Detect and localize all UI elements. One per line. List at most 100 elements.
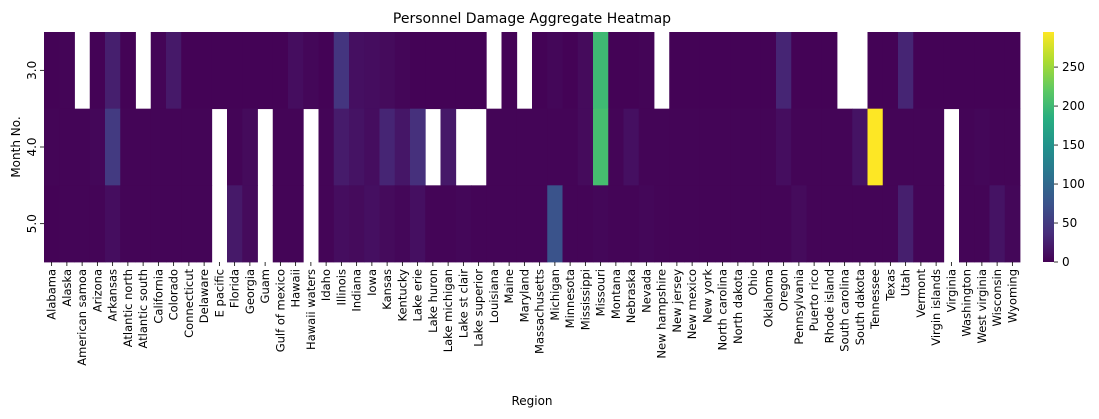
heatmap-cell bbox=[120, 108, 136, 186]
heatmap-cell bbox=[974, 32, 990, 110]
colorbar-tick-label: 50 bbox=[1062, 216, 1077, 230]
heatmap-cell bbox=[943, 32, 960, 110]
heatmap-cell bbox=[501, 32, 518, 110]
x-tick-label: Ohio bbox=[746, 269, 760, 296]
heatmap-cell bbox=[654, 185, 670, 263]
heatmap-cell bbox=[44, 108, 60, 186]
heatmap-cell bbox=[455, 32, 472, 110]
colorbar bbox=[1043, 32, 1054, 262]
heatmap-cell bbox=[135, 108, 152, 186]
heatmap-cell bbox=[379, 108, 396, 186]
heatmap-cell bbox=[394, 108, 411, 186]
heatmap-cell bbox=[394, 32, 411, 110]
heatmap-cell bbox=[242, 32, 258, 110]
x-tick-label: Hawaii bbox=[289, 269, 303, 308]
heatmap-cell bbox=[577, 32, 594, 110]
heatmap-cell bbox=[440, 108, 457, 186]
x-tick-label: Maine bbox=[502, 269, 516, 304]
heatmap-cell bbox=[288, 32, 304, 110]
heatmap-cell bbox=[181, 108, 197, 186]
heatmap-cell bbox=[455, 185, 472, 263]
heatmap-cell bbox=[867, 185, 884, 263]
heatmap-cell bbox=[486, 108, 502, 186]
x-tick-label: Guam bbox=[258, 269, 272, 303]
x-tick-label: Puerto rico bbox=[807, 269, 821, 331]
heatmap-cell bbox=[638, 32, 655, 110]
heatmap-cell bbox=[166, 32, 182, 110]
heatmap-cell bbox=[166, 108, 182, 186]
heatmap-cell bbox=[745, 32, 762, 110]
x-tick-label: North carolina bbox=[716, 269, 730, 350]
heatmap-cell bbox=[562, 32, 579, 110]
x-axis-label: Region bbox=[511, 394, 552, 408]
heatmap-cell bbox=[227, 108, 243, 186]
heatmap-cell bbox=[181, 185, 197, 263]
heatmap-cell bbox=[867, 108, 884, 186]
heatmap-cell bbox=[379, 185, 396, 263]
heatmap-cell bbox=[196, 108, 213, 186]
heatmap-cell bbox=[303, 32, 319, 110]
heatmap-cell bbox=[501, 185, 518, 263]
heatmap-cell bbox=[410, 108, 426, 186]
heatmap-cell bbox=[730, 108, 746, 186]
heatmap-cell bbox=[928, 185, 945, 263]
heatmap-cell bbox=[486, 185, 502, 263]
heatmap-cell bbox=[974, 185, 990, 263]
x-tick-label: South dakota bbox=[853, 269, 867, 345]
x-tick-label: Kentucky bbox=[395, 269, 409, 322]
heatmap-cell bbox=[806, 185, 823, 263]
heatmap-cell bbox=[806, 32, 823, 110]
x-tick-label: American samoa bbox=[75, 269, 89, 366]
heatmap-cell bbox=[135, 185, 152, 263]
x-tick-label: Illinois bbox=[334, 269, 348, 306]
x-tick-label: Lake st clair bbox=[456, 269, 470, 338]
x-tick-label: Washington bbox=[960, 269, 974, 337]
colorbar-tick-label: 100 bbox=[1062, 177, 1085, 191]
heatmap-cell bbox=[608, 32, 624, 110]
x-tick-label: Pennsylvania bbox=[792, 269, 806, 345]
x-tick-label: California bbox=[151, 269, 165, 324]
heatmap-cell bbox=[532, 32, 548, 110]
heatmap-cell bbox=[684, 108, 701, 186]
y-axis-label: Month No. bbox=[9, 116, 23, 177]
heatmap-cell bbox=[989, 108, 1006, 186]
heatmap-cell bbox=[776, 185, 792, 263]
heatmap-cell bbox=[715, 108, 731, 186]
heatmap-cell bbox=[898, 32, 914, 110]
heatmap-cell bbox=[837, 108, 853, 186]
heatmap-cell bbox=[730, 32, 746, 110]
x-tick-label: Arizona bbox=[90, 269, 104, 312]
heatmap-cell bbox=[913, 108, 929, 186]
heatmap-cell bbox=[364, 108, 380, 186]
heatmap-cell bbox=[745, 108, 762, 186]
heatmap-cell bbox=[272, 108, 289, 186]
heatmap-cell bbox=[791, 108, 807, 186]
heatmap-cell bbox=[44, 185, 60, 263]
heatmap-cell bbox=[593, 32, 609, 110]
heatmap-cell bbox=[959, 108, 975, 186]
x-tick-label: Montana bbox=[609, 269, 623, 319]
x-tick-label: Vermont bbox=[914, 269, 928, 318]
heatmap-cell bbox=[928, 32, 945, 110]
x-tick-label: Gulf of mexico bbox=[273, 269, 287, 352]
heatmap-cell bbox=[669, 32, 685, 110]
heatmap-cell bbox=[608, 185, 624, 263]
heatmap-cell bbox=[821, 32, 838, 110]
heatmap-cell bbox=[59, 185, 75, 263]
x-tick-label: Tennessee bbox=[868, 269, 882, 330]
heatmap-cell bbox=[776, 32, 792, 110]
x-tick-label: Missouri bbox=[594, 269, 608, 316]
heatmap-cell bbox=[349, 108, 365, 186]
heatmap-cell bbox=[318, 185, 335, 263]
heatmap-cell bbox=[471, 185, 487, 263]
heatmap-cell bbox=[425, 185, 441, 263]
heatmap-cell bbox=[516, 108, 533, 186]
x-tick-label: Virgin islands bbox=[929, 269, 943, 346]
heatmap-cell bbox=[532, 185, 548, 263]
x-tick-label: Rhode island bbox=[822, 269, 836, 343]
x-tick-label: Indiana bbox=[350, 269, 364, 312]
x-tick-label: New jersey bbox=[670, 269, 684, 333]
heatmap-cell bbox=[364, 32, 380, 110]
heatmap-cell bbox=[196, 32, 213, 110]
y-tick-label: 5.0 bbox=[25, 214, 39, 233]
